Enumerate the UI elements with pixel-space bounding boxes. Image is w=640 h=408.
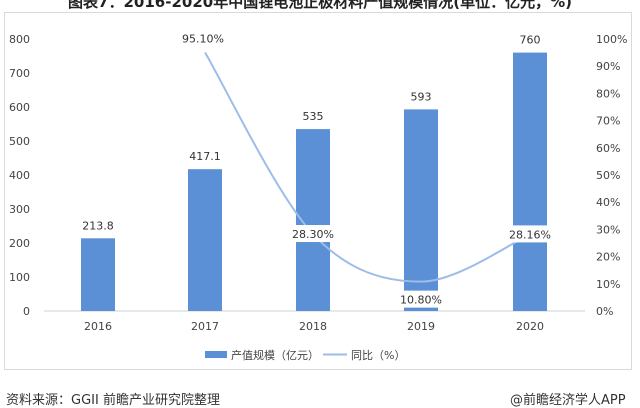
brand-note: @前瞻经济学人APP <box>510 393 626 408</box>
y-left-tick: 700 <box>9 67 30 80</box>
line-label-bg <box>291 225 335 243</box>
source-note: 资料来源：GGII 前瞻产业研究院整理 <box>6 393 220 408</box>
chart-frame <box>4 12 632 370</box>
y-right-tick: 100% <box>596 33 627 46</box>
bar <box>188 169 222 311</box>
bar-label: 213.8 <box>82 219 114 232</box>
x-tick: 2020 <box>516 320 544 333</box>
bar-label: 417.1 <box>189 150 221 163</box>
bar <box>513 52 547 311</box>
line-label-bg <box>399 290 443 308</box>
bar <box>81 238 115 311</box>
line-label: 95.10% <box>182 32 224 45</box>
y-left-tick: 800 <box>9 33 30 46</box>
line-label: 10.80% <box>400 294 442 307</box>
legend-bar-label: 产值规模（亿元） <box>231 348 319 362</box>
y-left-tick: 100 <box>9 271 30 284</box>
line-label-bg <box>508 225 552 243</box>
x-tick: 2017 <box>191 320 219 333</box>
chart-title: 图表7：2016-2020年中国锂电池正极材料产值规模情况(单位：亿元，%) <box>68 0 572 11</box>
bar-label: 535 <box>303 110 324 123</box>
line-label: 28.30% <box>292 228 334 241</box>
bar <box>404 109 438 311</box>
y-right-tick: 0% <box>596 305 613 318</box>
y-left-tick: 200 <box>9 237 30 250</box>
x-tick: 2019 <box>407 320 435 333</box>
y-right-tick: 40% <box>596 196 620 209</box>
y-left-tick: 400 <box>9 169 30 182</box>
y-right-tick: 60% <box>596 142 620 155</box>
line-series <box>204 51 531 283</box>
bar-label: 760 <box>520 34 541 47</box>
y-left-tick: 500 <box>9 135 30 148</box>
x-tick: 2016 <box>84 320 112 333</box>
x-tick: 2018 <box>299 320 327 333</box>
y-right-tick: 90% <box>596 60 620 73</box>
y-right-tick: 80% <box>596 87 620 100</box>
y-left-tick: 300 <box>9 203 30 216</box>
y-right-tick: 10% <box>596 278 620 291</box>
line-label: 28.16% <box>509 228 551 241</box>
y-right-tick: 50% <box>596 169 620 182</box>
y-right-tick: 30% <box>596 223 620 236</box>
y-right-tick: 70% <box>596 115 620 128</box>
y-left-tick: 0 <box>23 305 30 318</box>
legend-line-label: 同比（%） <box>351 349 405 362</box>
y-right-tick: 20% <box>596 251 620 264</box>
y-left-tick: 600 <box>9 101 30 114</box>
bar-label: 593 <box>411 90 432 103</box>
legend-bar-swatch <box>205 351 227 358</box>
